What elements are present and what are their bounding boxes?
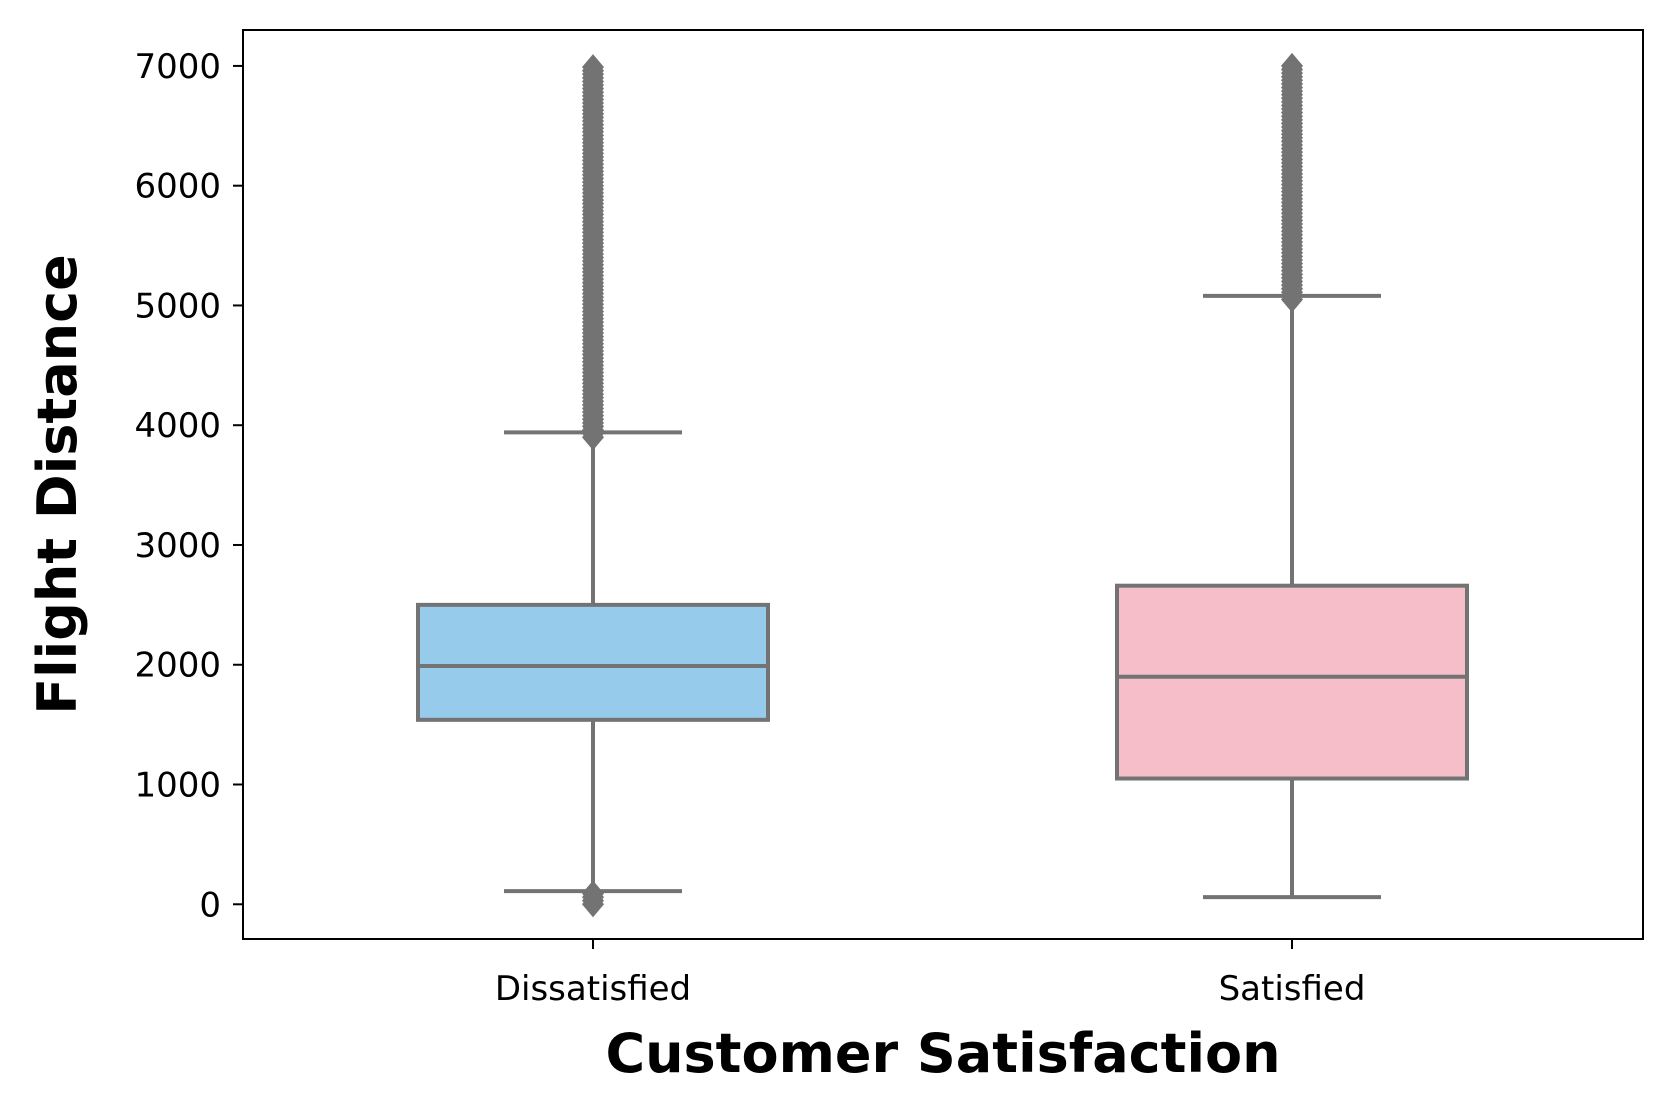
iqr-box xyxy=(416,602,770,722)
y-axis-title: Flight Distance xyxy=(26,254,89,714)
y-tick-label: 6000 xyxy=(134,167,221,207)
x-tick-label: Dissatisfied xyxy=(495,969,691,1009)
boxes-group xyxy=(416,52,1469,918)
y-tick-label: 4000 xyxy=(134,406,221,446)
y-tick-label: 5000 xyxy=(134,286,221,326)
y-axis: 0 1000 2000 3000 4000 5000 6000 7000 xyxy=(134,47,243,925)
x-tick-label: Satisfied xyxy=(1219,969,1366,1009)
outlier-point xyxy=(582,54,604,81)
y-tick-label: 1000 xyxy=(134,766,221,806)
y-tick-label: 0 xyxy=(199,885,221,925)
y-tick-label: 7000 xyxy=(134,47,221,87)
x-axis: Dissatisfied Satisfied xyxy=(495,939,1366,1009)
y-tick-label: 2000 xyxy=(134,646,221,686)
outlier-point xyxy=(1281,52,1303,79)
outlier-point xyxy=(582,880,604,907)
iqr-box xyxy=(1115,583,1469,781)
plot-frame xyxy=(242,29,1644,940)
y-tick-label: 3000 xyxy=(134,526,221,566)
x-axis-title: Customer Satisfaction xyxy=(605,1022,1280,1085)
box-satisfied xyxy=(1115,52,1469,900)
box-dissatisfied xyxy=(416,54,770,918)
